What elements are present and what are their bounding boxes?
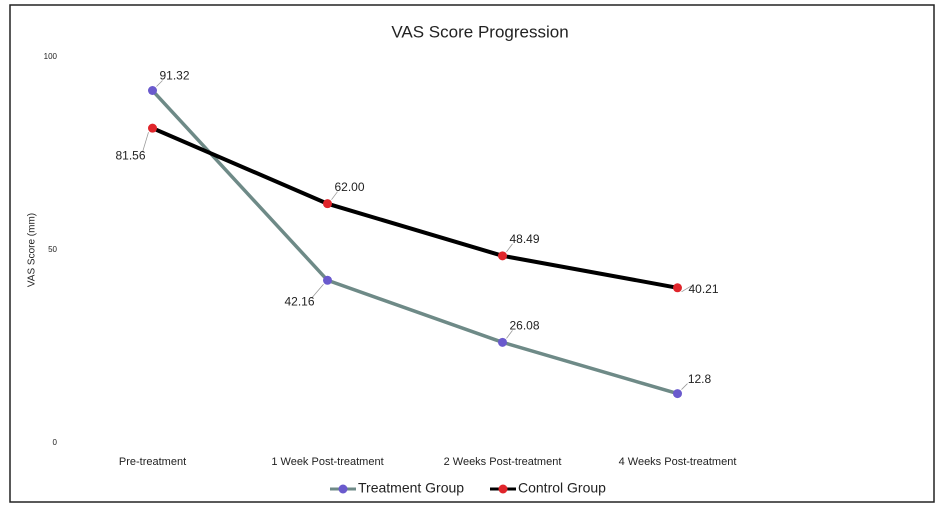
y-axis-label: VAS Score (mm) [27, 213, 38, 287]
data-label: 91.32 [159, 69, 189, 83]
series-line [151, 126, 678, 290]
legend-marker [498, 484, 508, 494]
leader-line [506, 243, 513, 253]
data-point [673, 283, 682, 293]
legend-label: Treatment Group [358, 480, 464, 496]
data-label: 48.49 [509, 232, 539, 246]
data-label: 26.08 [509, 319, 539, 333]
y-tick-label: 100 [44, 52, 58, 61]
chart-title: VAS Score Progression [391, 22, 568, 41]
y-tick-label: 0 [53, 438, 58, 447]
data-point [673, 389, 682, 399]
leader-line [681, 383, 688, 390]
y-tick-label: 50 [48, 245, 57, 254]
chart-frame [9, 4, 935, 503]
data-label: 12.8 [688, 372, 712, 386]
data-label: 81.56 [115, 148, 145, 162]
data-point [148, 86, 157, 96]
x-tick-label: Pre-treatment [119, 456, 186, 468]
x-tick-label: 4 Weeks Post-treatment [619, 456, 737, 468]
data-label: 42.16 [284, 294, 314, 308]
data-point [498, 337, 507, 347]
data-point [498, 251, 507, 261]
legend-label: Control Group [518, 480, 606, 496]
data-point [148, 123, 157, 133]
leader-line [311, 284, 324, 299]
data-point [323, 275, 332, 285]
series-line [151, 89, 678, 396]
x-tick-label: 1 Week Post-treatment [271, 456, 383, 468]
x-tick-label: 2 Weeks Post-treatment [444, 456, 562, 468]
data-label: 62.00 [334, 180, 364, 194]
data-point [323, 199, 332, 209]
leader-line [156, 80, 163, 87]
leader-line [681, 285, 692, 293]
leader-line [506, 330, 513, 339]
legend-marker [338, 484, 348, 494]
leader-line [331, 191, 338, 200]
data-label: 40.21 [688, 282, 718, 296]
leader-line [142, 132, 149, 153]
